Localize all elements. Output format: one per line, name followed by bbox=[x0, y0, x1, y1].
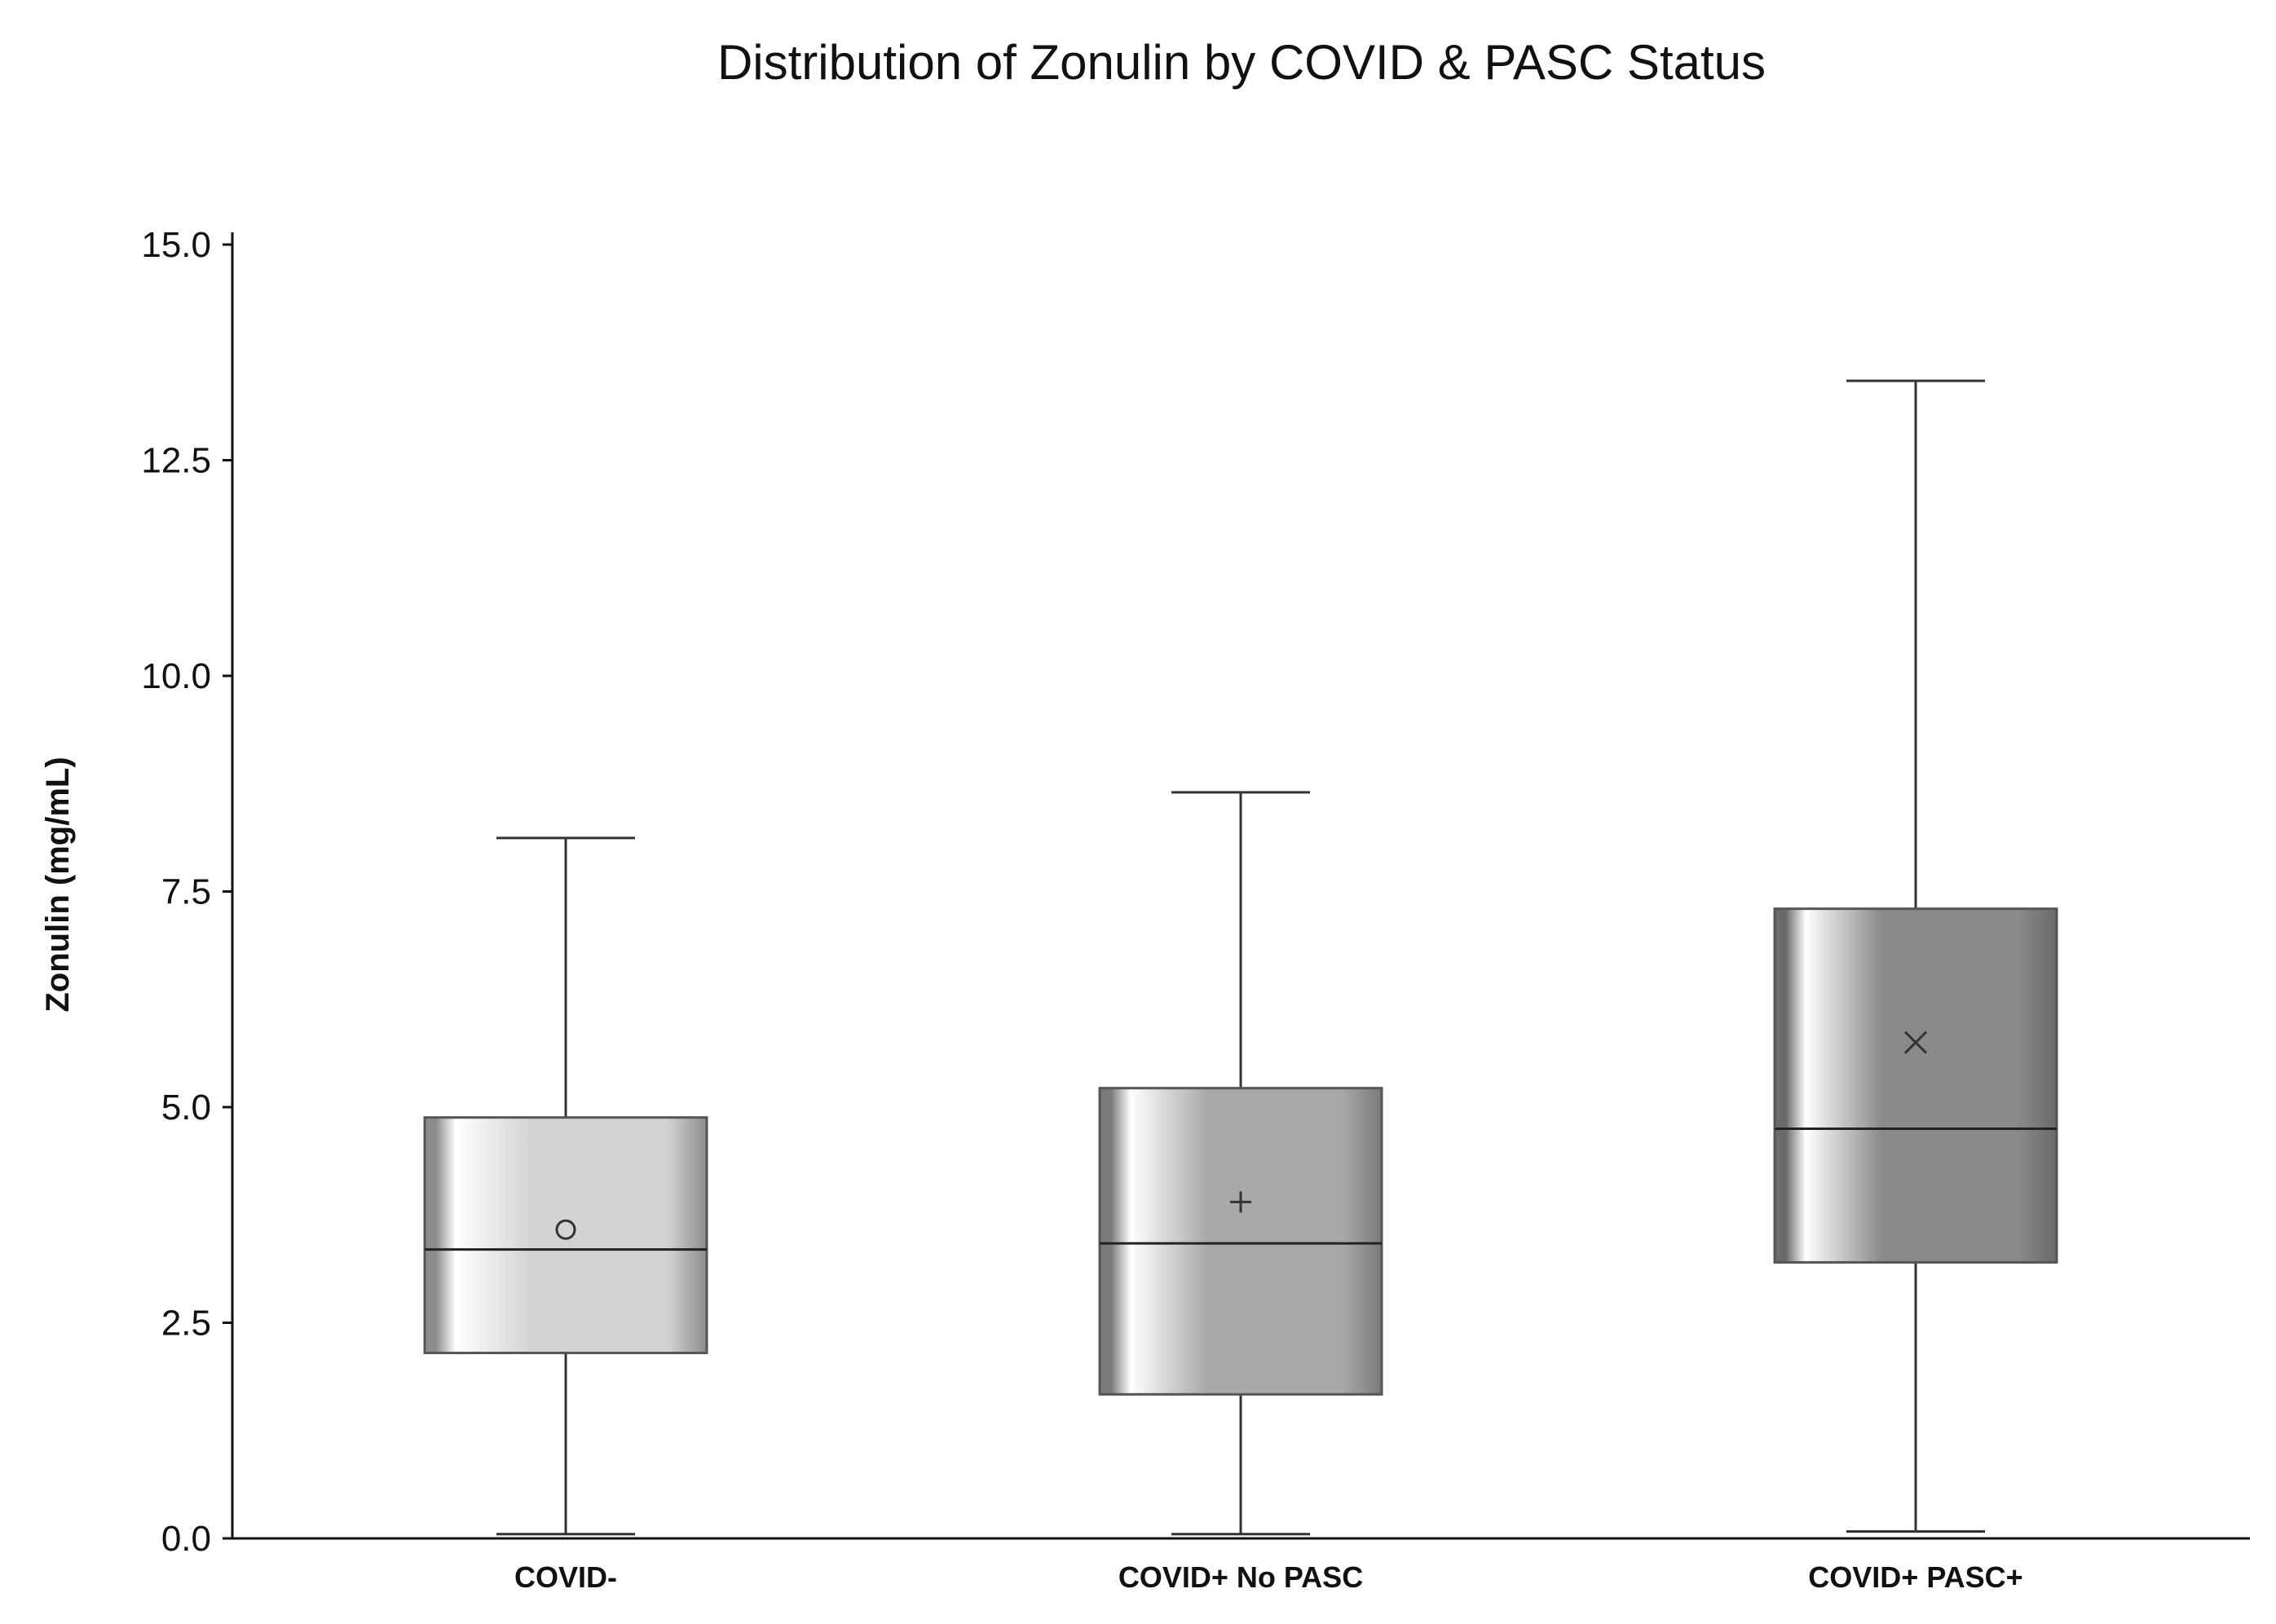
y-tick-label: 15.0 bbox=[141, 225, 211, 265]
x-category-label: COVID+ PASC+ bbox=[1808, 1560, 2022, 1594]
iqr-box bbox=[423, 1116, 708, 1355]
mean-marker-plus bbox=[1230, 1191, 1251, 1213]
x-category-label: COVID+ No PASC bbox=[1118, 1560, 1363, 1594]
iqr-box bbox=[1098, 1087, 1383, 1396]
y-tick-label: 5.0 bbox=[161, 1088, 211, 1128]
iqr-box bbox=[1773, 907, 2058, 1264]
plot-area: 0.0 2.5 5.0 7.5 10.0 12.5 15.0 COVID- COVID+ No … bbox=[141, 225, 2250, 1594]
y-tick-label: 0.0 bbox=[161, 1519, 211, 1559]
mean-marker-circle bbox=[555, 1219, 576, 1240]
box-1 bbox=[423, 836, 708, 1536]
chart-title: Distribution of Zonulin by COVID & PASC … bbox=[717, 35, 1766, 90]
box-3 bbox=[1773, 379, 2058, 1534]
y-axis-title: Zonulin (mg/mL) bbox=[40, 757, 76, 1012]
y-tick-label: 12.5 bbox=[141, 441, 211, 481]
y-tick-label: 7.5 bbox=[161, 872, 211, 912]
y-tick-label: 2.5 bbox=[161, 1304, 211, 1344]
y-tick-label: 10.0 bbox=[141, 656, 211, 696]
x-category-label: COVID- bbox=[514, 1560, 617, 1594]
box-2 bbox=[1098, 791, 1383, 1536]
mean-marker-x bbox=[1903, 1030, 1928, 1054]
